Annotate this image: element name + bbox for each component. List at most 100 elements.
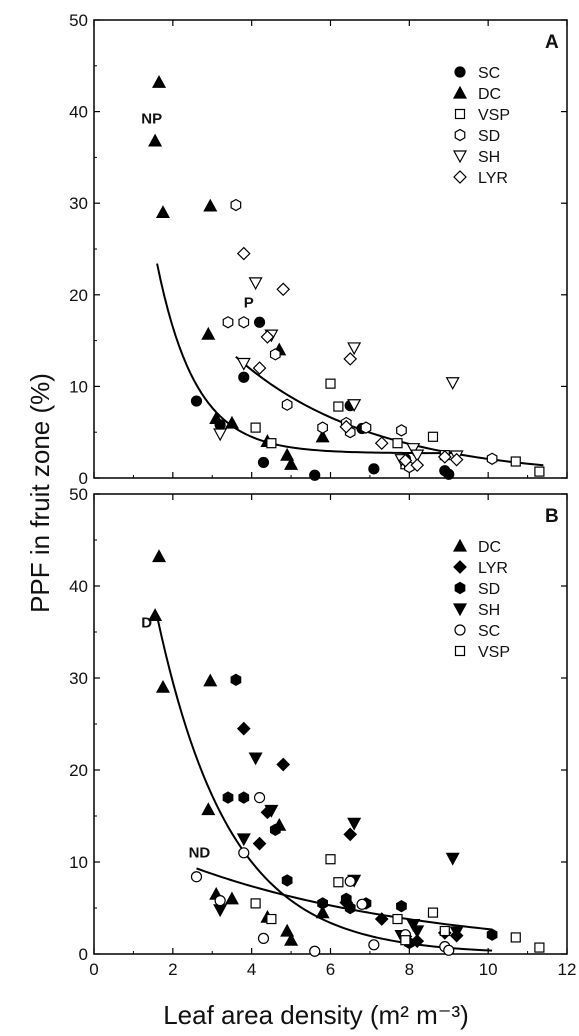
- legend-label: SH: [478, 602, 500, 619]
- data-point: [155, 679, 170, 693]
- data-point: [264, 804, 279, 818]
- data-point: [222, 791, 234, 804]
- y-tick-label: 50: [69, 485, 88, 504]
- data-point: [374, 912, 389, 926]
- data-point: [325, 854, 336, 865]
- data-point: [250, 422, 261, 433]
- x-axis-title: Leaf area density (m² m⁻³): [163, 1000, 469, 1030]
- data-point: [155, 205, 170, 218]
- y-tick-label: 0: [79, 945, 88, 964]
- data-point: [437, 450, 452, 464]
- legend-label: SC: [478, 65, 500, 82]
- y-tick-label: 50: [69, 11, 88, 30]
- data-point: [315, 905, 330, 919]
- data-point: [443, 944, 455, 956]
- legend-label: VSP: [478, 107, 510, 124]
- legend-marker: [454, 128, 466, 142]
- data-point: [510, 456, 521, 467]
- data-point: [392, 438, 403, 449]
- data-point: [284, 457, 299, 470]
- data-point: [280, 923, 295, 937]
- data-point: [269, 348, 281, 361]
- data-point: [250, 898, 261, 909]
- data-point: [347, 399, 362, 412]
- legend-marker: [453, 560, 467, 574]
- legend-marker: [454, 581, 466, 595]
- data-point: [347, 817, 362, 831]
- data-point: [315, 429, 330, 443]
- legend-marker: [452, 150, 468, 164]
- data-point: [356, 898, 368, 910]
- data-point: [224, 415, 239, 429]
- data-point: [309, 945, 321, 957]
- data-point: [443, 468, 455, 480]
- data-point: [445, 852, 460, 866]
- data-point: [410, 925, 425, 939]
- y-tick-label: 40: [69, 577, 88, 596]
- data-point: [266, 913, 277, 925]
- data-point: [260, 330, 275, 344]
- data-point: [280, 447, 295, 461]
- data-point: [368, 463, 380, 475]
- legend-label: DC: [478, 539, 501, 556]
- data-point: [203, 673, 218, 687]
- legend-label: LYR: [478, 170, 508, 187]
- y-tick-label: 30: [69, 194, 88, 213]
- fit-curve-nd: [196, 867, 493, 931]
- data-point: [213, 904, 228, 918]
- legend-label: SH: [478, 149, 500, 166]
- data-point: [238, 847, 250, 859]
- data-point: [148, 133, 163, 147]
- data-point: [236, 721, 251, 736]
- data-point: [427, 907, 439, 918]
- data-point: [333, 877, 344, 888]
- x-tick-label: 6: [326, 960, 335, 979]
- legend-label: SD: [478, 581, 500, 598]
- data-point: [396, 899, 407, 913]
- data-point: [374, 436, 389, 451]
- data-point: [248, 752, 263, 766]
- data-point: [398, 453, 413, 468]
- data-point: [201, 326, 216, 340]
- data-point: [203, 198, 218, 212]
- data-point: [439, 925, 450, 937]
- y-tick-label: 40: [69, 103, 88, 122]
- y-tick-label: 30: [69, 669, 88, 688]
- data-point: [339, 419, 354, 434]
- data-point: [406, 443, 421, 456]
- curve-label: ND: [189, 844, 211, 861]
- legend-marker: [454, 66, 466, 78]
- data-point: [152, 75, 167, 88]
- data-point: [190, 871, 203, 883]
- data-point: [281, 874, 293, 887]
- curve-label: NP: [141, 111, 162, 128]
- data-point: [276, 282, 291, 297]
- data-point: [252, 361, 267, 375]
- data-point: [427, 431, 439, 442]
- legend-marker: [452, 85, 468, 99]
- data-point: [222, 316, 234, 329]
- panel-b: 0 10 20 30 40 50 B D ND DC LYR SD SH SC VSP: [69, 485, 568, 964]
- data-point: [344, 901, 356, 915]
- data-point: [213, 428, 228, 442]
- data-point: [510, 932, 521, 943]
- data-point: [410, 449, 425, 463]
- data-point: [257, 932, 270, 944]
- curve-label: D: [141, 614, 152, 631]
- legend-marker: [453, 170, 467, 184]
- data-point: [253, 791, 266, 804]
- legend: SC DC VSP SD SH LYR: [452, 65, 510, 187]
- series-sc: [190, 791, 455, 957]
- fit-curve-np: [156, 263, 453, 455]
- data-point: [148, 608, 163, 622]
- data-point: [284, 932, 299, 946]
- data-point: [224, 891, 239, 905]
- data-point: [406, 918, 421, 932]
- data-point: [325, 378, 336, 389]
- data-point: [343, 352, 358, 366]
- x-tick-label: 4: [247, 960, 256, 979]
- data-point: [449, 926, 464, 940]
- data-point: [238, 316, 250, 329]
- data-point: [396, 424, 407, 437]
- data-point: [190, 395, 203, 407]
